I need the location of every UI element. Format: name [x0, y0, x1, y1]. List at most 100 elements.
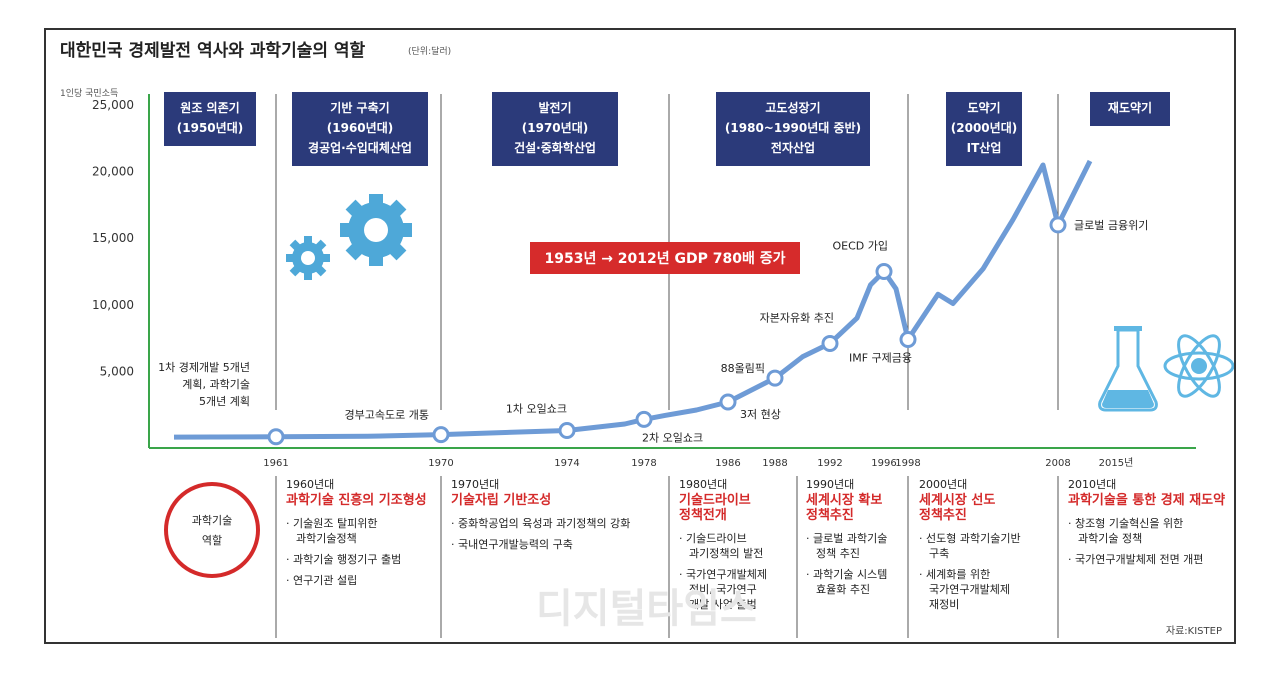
event-annotation: 88올림픽: [721, 362, 765, 375]
role-decade: 1970년대: [451, 478, 499, 491]
period-box: 고도성장기 (1980~1990년대 중반) 전자산업: [716, 92, 870, 166]
role-item: 국가연구개발체제: [929, 583, 1010, 596]
role-title: 정책추진: [919, 507, 967, 523]
role-separators: [275, 476, 1059, 638]
data-point-marker: [432, 426, 450, 444]
period-label-line: (2000년대): [951, 121, 1017, 135]
y-tick-label: 25,000: [92, 98, 134, 112]
role-item: · 국내연구개발능력의 구축: [451, 538, 573, 551]
period-box-background: [164, 92, 256, 146]
atom-icon: [1163, 334, 1234, 398]
period-label-line: 도약기: [967, 100, 1000, 115]
y-tick-label: 15,000: [92, 231, 134, 245]
y-tick-label: 20,000: [92, 165, 134, 179]
series-markers: [267, 216, 1067, 446]
watermark: 디지털타임스: [536, 586, 757, 632]
period-label-line: (1970년대): [522, 121, 588, 135]
period-box: 재도약기: [1090, 92, 1170, 126]
x-tick-label: 1998: [895, 458, 920, 469]
role-item: · 선도형 과학기술기반: [919, 532, 1021, 545]
role-item: 과학기술 정책: [1078, 532, 1142, 545]
role-label-line-1: 과학기술: [192, 514, 232, 527]
role-title: 과학기술을 통한 경제 재도약: [1068, 492, 1225, 508]
role-item: · 과학기술 행정기구 출범: [286, 553, 401, 566]
role-item: 정비, 국가연구: [689, 583, 757, 596]
y-tick-label: 10,000: [92, 298, 134, 312]
role-title: 과학기술 진흥의 기조형성: [286, 492, 427, 508]
period-box-background: [492, 92, 618, 166]
role-item: · 세계화를 위한: [919, 568, 990, 581]
period-label-line: 기반 구축기: [330, 100, 389, 115]
x-tick-label: 1974: [554, 458, 579, 469]
role-title: 기술드라이브: [679, 492, 751, 508]
x-tick-label: 1988: [762, 458, 787, 469]
x-tick-label: 1970: [428, 458, 453, 469]
event-annotation: 자본자유화 추진: [760, 311, 834, 324]
period-box-background: [716, 92, 870, 166]
role-decade: 1980년대: [679, 478, 727, 491]
period-label-line: IT산업: [967, 140, 1002, 155]
role-title: 기술자립 기반조성: [451, 492, 551, 508]
role-item: · 글로벌 과학기술: [806, 532, 887, 545]
role-decade: 1990년대: [806, 478, 854, 491]
unit-note: (단위:달러): [408, 45, 451, 57]
role-item: 정책 추진: [816, 547, 860, 560]
role-item: · 국가연구개발체제 전면 개편: [1068, 553, 1203, 566]
period-label-line: 재도약기: [1108, 100, 1152, 115]
flask-icon: [1098, 326, 1158, 412]
event-annotation: 경부고속도로 개통: [345, 409, 429, 422]
period-label-line: 발전기: [538, 100, 571, 115]
x-tick-label: 1978: [631, 458, 656, 469]
period-box: 발전기 (1970년대) 건설·중화학산업: [492, 92, 618, 166]
event-annotation: 2차 오일쇼크: [642, 430, 703, 444]
role-label-circle: [164, 482, 260, 578]
role-item: · 기술드라이브: [679, 532, 747, 545]
y-tick-label: 5,000: [100, 364, 134, 378]
data-point-marker: [899, 330, 917, 348]
role-item: · 과학기술 시스템: [806, 568, 887, 581]
role-title: 정책추진: [806, 507, 854, 523]
event-annotation: 1차 오일쇼크: [506, 402, 567, 416]
event-annotation: 계획, 과학기술: [182, 378, 250, 391]
period-label-line: 건설·중화학산업: [514, 140, 596, 155]
data-point-marker: [1049, 216, 1067, 234]
infographic-frame: 대한민국 경제발전 역사와 과학기술의 역할 (단위:달러) 1인당 국민소득 …: [44, 28, 1236, 644]
period-box: 도약기 (2000년대) IT산업: [946, 92, 1022, 166]
role-item: · 중화학공업의 육성과 과기정책의 강화: [451, 517, 630, 530]
period-label-line: (1960년대): [327, 121, 393, 135]
science-role-label: 과학기술 역할: [164, 482, 260, 578]
event-annotation: OECD 가입: [833, 240, 889, 253]
data-point-marker: [635, 410, 653, 428]
role-item: 효율화 추진: [816, 583, 870, 596]
role-title: 세계시장 선도: [919, 492, 995, 508]
data-point-marker: [267, 428, 285, 446]
role-item: 개발 사업 출범: [689, 598, 757, 611]
role-title: 정책전개: [679, 507, 727, 523]
gdp-banner-background: [530, 242, 800, 274]
y-axis-label: 1인당 국민소득: [60, 88, 118, 99]
y-axis-ticks: 25,000 20,000 15,000 10,000 5,000: [92, 98, 134, 378]
role-decade: 2000년대: [919, 478, 967, 491]
period-label-line: 전자산업: [771, 140, 815, 155]
event-annotation: 3저 현상: [740, 408, 781, 421]
role-decade: 2010년대: [1068, 478, 1116, 491]
role-decade: 1960년대: [286, 478, 334, 491]
x-tick-label: 2015년: [1099, 457, 1134, 469]
x-tick-label: 1986: [715, 458, 740, 469]
period-box-background: [292, 92, 428, 166]
role-item: 과기정책의 발전: [689, 547, 763, 560]
x-tick-label: 1996: [871, 458, 896, 469]
economic-history-chart: 대한민국 경제발전 역사와 과학기술의 역할 (단위:달러) 1인당 국민소득 …: [60, 41, 1234, 638]
event-annotation: 글로벌 금융위기: [1074, 219, 1148, 232]
gear-icon: [286, 236, 330, 280]
role-item: · 창조형 기술혁신을 위한: [1068, 517, 1183, 530]
role-item: 재정비: [929, 598, 959, 611]
role-label-line-2: 역할: [202, 534, 222, 547]
x-tick-label: 1961: [263, 458, 288, 469]
event-annotation: IMF 구제금융: [849, 351, 912, 364]
data-point-marker: [719, 393, 737, 411]
gear-icon: [340, 194, 412, 266]
